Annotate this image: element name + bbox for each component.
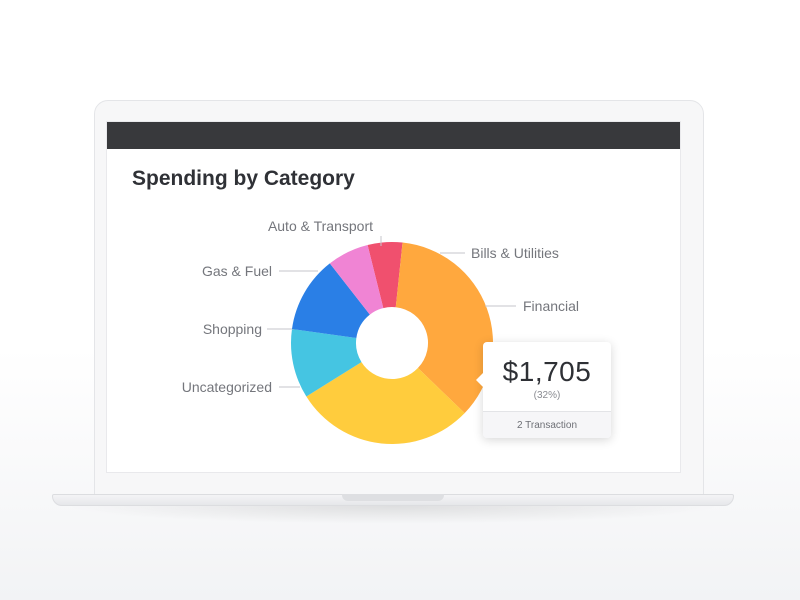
tooltip-transaction-count: 2 Transaction <box>516 420 578 431</box>
chart-title: Spending by Category <box>132 167 355 190</box>
tooltip-divider <box>483 411 611 412</box>
donut-slice-gas-fuel[interactable] <box>291 263 370 338</box>
window-title-bar <box>107 122 680 149</box>
tooltip-pointer <box>476 372 484 388</box>
donut-slice-bills-utilities[interactable] <box>367 242 403 309</box>
slice-label: Gas & Fuel <box>202 263 272 279</box>
tooltip-amount: $1,705 <box>502 356 592 387</box>
donut-slice-auto-transport[interactable] <box>329 245 384 315</box>
slice-label: Auto & Transport <box>268 218 373 234</box>
slice-label: Financial <box>523 298 579 314</box>
donut-slice-financial[interactable] <box>395 242 493 414</box>
slice-label: Bills & Utilities <box>471 245 559 261</box>
donut-slice-uncategorized[interactable] <box>306 362 465 444</box>
laptop-shadow <box>62 506 724 524</box>
slice-label: Shopping <box>203 321 262 337</box>
slice-label: Uncategorized <box>182 379 272 395</box>
slice-tooltip: $1,705 (32%) 2 Transaction <box>476 342 611 438</box>
laptop-notch <box>342 494 444 501</box>
tooltip-footer <box>483 411 611 438</box>
tooltip-percent: (32%) <box>533 390 561 401</box>
donut-slice-shopping[interactable] <box>290 328 362 397</box>
